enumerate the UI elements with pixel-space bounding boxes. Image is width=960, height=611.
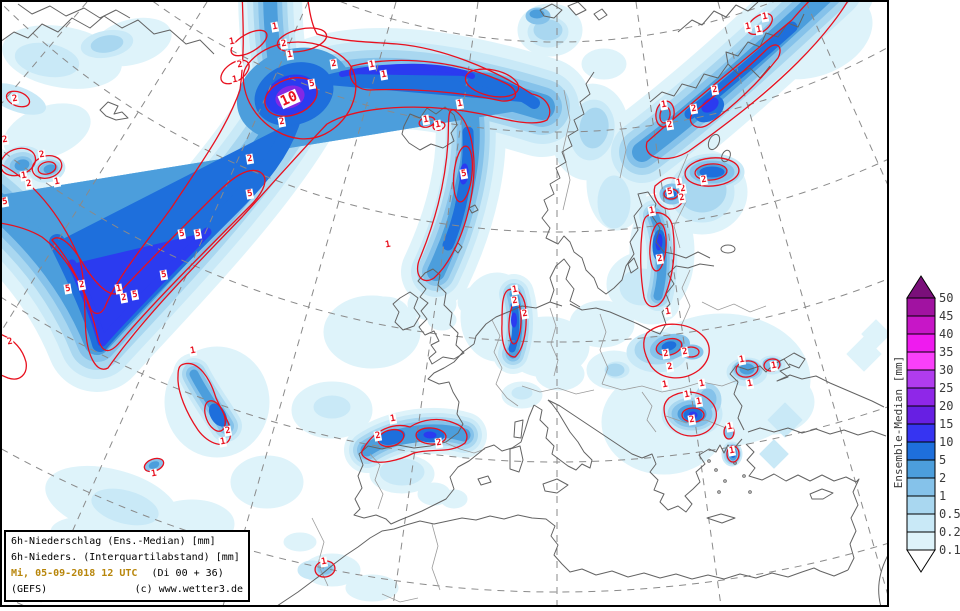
colorbar-level-label: 20	[939, 399, 953, 413]
map-canvas	[2, 2, 887, 605]
legend-line-valid-time: Mi, 05-09-2018 12 UTC (Di 00 + 36)	[11, 566, 243, 582]
colorbar-level-label: 50	[939, 291, 953, 305]
colorbar-level-label: 15	[939, 417, 953, 431]
colorbar-level-label: 0.2	[939, 525, 960, 539]
colorbar-level-label: 0.1	[939, 543, 960, 557]
run-offset: (Di 00 + 36)	[151, 568, 224, 579]
colorbar-level-label: 35	[939, 345, 953, 359]
colorbar-cell	[906, 477, 936, 497]
colorbar-cell	[906, 405, 936, 425]
colorbar-level-label: 30	[939, 363, 953, 377]
contour-lines	[2, 2, 848, 578]
colorbar-level-label: 2	[939, 471, 946, 485]
colorbar-cell	[906, 297, 936, 317]
colorbar-cell	[906, 333, 936, 353]
colorbar-cell	[906, 495, 936, 515]
legend-line-iqr: 6h-Nieders. (Interquartilabstand) [mm]	[11, 552, 240, 563]
coastlines	[2, 2, 887, 605]
precipitation-shading	[2, 2, 887, 602]
colorbar-labels: 50 45 40 35 30 25 20 15 10 5 2 1 0.5 0.2 0.1	[939, 291, 960, 557]
colorbar-level-label: 1	[939, 489, 946, 503]
colorbar-title: Ensemble-Median [mm]	[892, 356, 905, 488]
legend-line-median: 6h-Niederschlag (Ens.-Median) [mm]	[11, 536, 216, 547]
legend-line-model: (GEFS) (c) www.wetter3.de	[11, 582, 243, 598]
colorbar-level-label: 10	[939, 435, 953, 449]
copyright: (c) www.wetter3.de	[134, 584, 243, 595]
colorbar-cell	[906, 315, 936, 335]
colorbar-arrow-up-icon	[906, 275, 936, 299]
colorbar-cell	[906, 459, 936, 479]
colorbar: Ensemble-Median [mm] 5045403530252015105…	[892, 275, 960, 573]
colorbar-cell	[906, 387, 936, 407]
colorbar-cell	[906, 369, 936, 389]
colorbar-cell	[906, 423, 936, 443]
colorbar-level-label: 5	[939, 453, 946, 467]
colorbar-cell	[906, 531, 936, 551]
country-borders	[311, 89, 767, 603]
colorbar-cell	[906, 351, 936, 371]
colorbar-cell	[906, 441, 936, 461]
colorbar-arrow-down-icon	[906, 549, 936, 573]
colorbar-level-label: 45	[939, 309, 953, 323]
colorbar-cell	[906, 513, 936, 533]
colorbar-cells	[906, 297, 936, 551]
map-panel: 1 1 2 1 2 1 2 1 1 5 10 2 2 2 2 1 2 2 1 5 5 2 1 2 5 5 5 5 5 2 1 5 1 1 1 1 2 2 1…	[0, 0, 889, 607]
colorbar-level-label: 0.5	[939, 507, 960, 521]
valid-datetime: Mi, 05-09-2018 12 UTC	[11, 568, 138, 579]
legend-box: 6h-Niederschlag (Ens.-Median) [mm] 6h-Ni…	[4, 530, 250, 602]
graticule	[2, 2, 887, 605]
colorbar-level-label: 40	[939, 327, 953, 341]
model-name: (GEFS)	[11, 584, 48, 595]
colorbar-level-label: 25	[939, 381, 953, 395]
